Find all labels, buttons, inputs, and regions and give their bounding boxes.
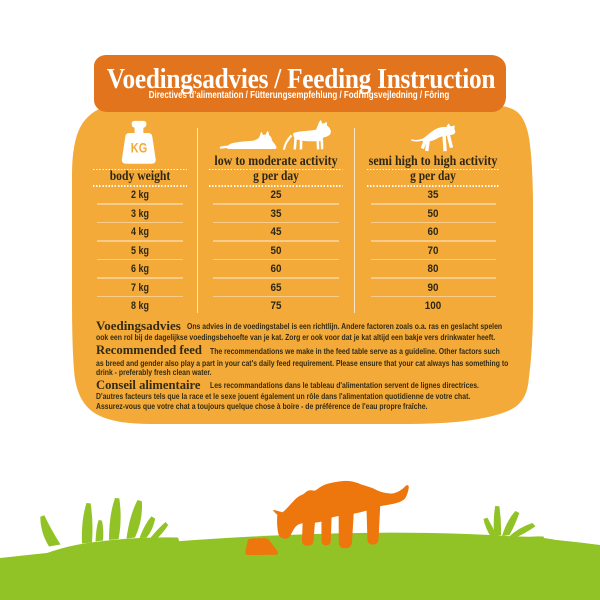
svg-text:KG: KG: [131, 140, 147, 156]
